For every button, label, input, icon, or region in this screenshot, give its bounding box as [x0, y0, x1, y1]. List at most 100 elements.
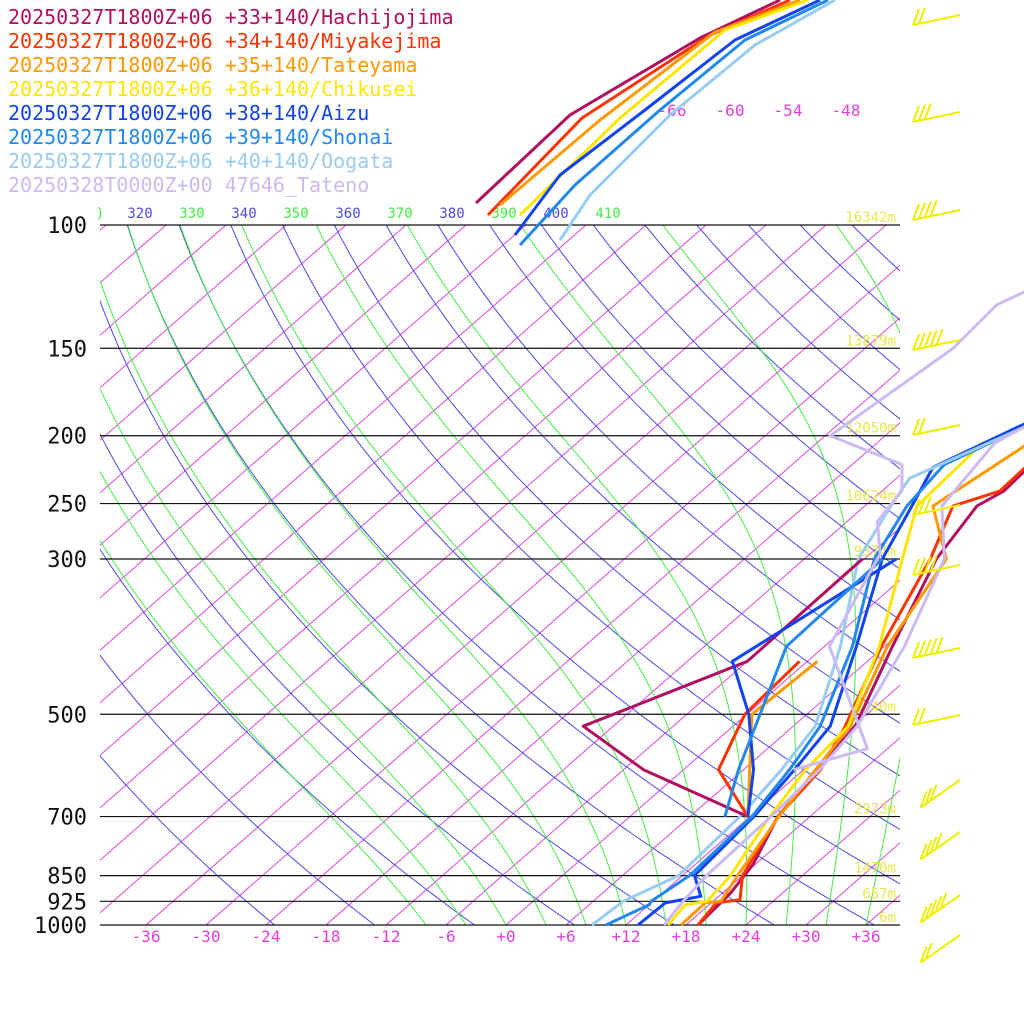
temperature-profile-line — [668, 280, 1024, 925]
isotherm-line — [0, 225, 226, 925]
temperature-tick-label: +24 — [732, 927, 761, 946]
height-label: 2973m — [854, 802, 896, 818]
isotherm-line — [0, 225, 286, 925]
pressure-level-label: 925 — [47, 890, 87, 915]
temperature-tick-label: -36 — [132, 927, 161, 946]
mixing-ratio-labels: -66-60-54-48 — [658, 101, 861, 120]
temperature-tick-label: -24 — [252, 927, 281, 946]
wind-barb — [913, 200, 960, 220]
theta-label: 350 — [283, 206, 308, 222]
temperature-tick-label: -12 — [372, 927, 401, 946]
theta-label: 320 — [127, 206, 152, 222]
isotherm-line — [26, 225, 826, 925]
moist-adiabat-line — [906, 225, 1024, 925]
isotherm-line — [986, 225, 1024, 925]
theta-label: 410 — [595, 206, 620, 222]
temperature-profile-line — [681, 268, 1024, 926]
theta-label: 360 — [335, 206, 360, 222]
pressure-level-label: 100 — [47, 214, 87, 239]
isotherm-line — [146, 225, 946, 925]
height-label: 10624m — [845, 489, 896, 505]
theta-label: 370 — [387, 206, 412, 222]
height-label: 12050m — [845, 421, 896, 437]
wind-barb — [921, 832, 960, 860]
dry-adiabat-line — [0, 209, 293, 939]
dry-adiabat-line — [276, 209, 1024, 939]
theta-label: 330 — [179, 206, 204, 222]
temperature-tick-label: +30 — [792, 927, 821, 946]
legend-entry: 20250327T1800Z+06 +36+140/Chikusei — [8, 77, 417, 101]
isotherm-line — [206, 225, 1006, 925]
moist-adiabat-line — [520, 225, 795, 925]
temperature-profiles — [476, 0, 1024, 925]
isotherm-line — [866, 225, 1024, 925]
legend-entry: 20250328T0000Z+00 47646_Tateno — [8, 173, 369, 197]
pressure-level-label: 1000 — [34, 914, 87, 939]
temperature-tick-label: +0 — [496, 927, 515, 946]
pressure-level-label: 500 — [47, 703, 87, 728]
temperature-tick-label: +6 — [556, 927, 575, 946]
isotherm-line — [0, 225, 766, 925]
wind-barb — [913, 637, 960, 658]
dry-adiabat-line — [174, 209, 902, 939]
legend-entry: 20250327T1800Z+06 +40+140/Oogata — [8, 149, 393, 173]
height-label: 16342m — [845, 210, 896, 226]
wind-barb — [913, 418, 960, 435]
wind-barb — [913, 496, 960, 514]
temperature-profile-line — [488, 0, 790, 215]
temperature-tick-label: +18 — [672, 927, 701, 946]
wind-barbs — [913, 8, 960, 963]
wind-barb — [913, 708, 960, 725]
temperature-tick-label: -6 — [436, 927, 455, 946]
dry-adiabat-line — [786, 209, 1024, 939]
temperature-profile-line — [638, 305, 1024, 925]
moist-adiabat-line — [44, 225, 506, 925]
theta-label: 340 — [231, 206, 256, 222]
dry-adiabat-line — [480, 209, 1024, 939]
mixing-ratio-label: -48 — [832, 101, 861, 120]
pressure-level-label: 850 — [47, 865, 87, 890]
wind-barb — [913, 8, 960, 25]
dry-adiabat-line — [888, 209, 1024, 939]
legend-entry: 20250327T1800Z+06 +35+140/Tateyama — [8, 53, 417, 77]
moist-adiabat-line — [128, 225, 586, 925]
dry-adiabat-line — [582, 209, 1024, 939]
legend: 20250327T1800Z+06 +33+140/Hachijojima202… — [8, 5, 454, 197]
pressure-level-label: 300 — [47, 548, 87, 573]
height-label: 1470m — [854, 861, 896, 877]
isotherm-line — [266, 225, 1024, 925]
pressure-level-label: 250 — [47, 493, 87, 518]
height-label: 6m — [879, 910, 896, 926]
wind-barb — [913, 103, 960, 121]
pressure-level-label: 200 — [47, 425, 87, 450]
wind-barb — [921, 893, 960, 923]
theta-label: 380 — [439, 206, 464, 222]
mixing-ratio-label: -54 — [774, 101, 803, 120]
isobars — [100, 225, 900, 925]
moist-adiabat-line — [663, 225, 856, 925]
temperature-axis-labels: -36 -30 -24 -18 -12 -6 +0 +6 +12 +18 +24 +30 +36 — [132, 927, 881, 946]
legend-entry: 20250327T1800Z+06 +34+140/Miyakejima — [8, 29, 441, 53]
temperature-tick-label: -18 — [312, 927, 341, 946]
height-label: 657m — [862, 886, 896, 902]
isotherm-line — [0, 225, 586, 925]
theta-label: ) — [96, 206, 104, 222]
moist-adiabat-line — [407, 225, 747, 925]
temperature-tick-label: +12 — [612, 927, 641, 946]
pressure-level-label: 150 — [47, 337, 87, 362]
wind-barb — [921, 935, 960, 963]
temperature-tick-label: +36 — [852, 927, 881, 946]
isotherm-line — [566, 225, 1024, 925]
legend-entry: 20250327T1800Z+06 +39+140/Shonai — [8, 125, 393, 149]
moist-adiabat-line — [180, 225, 626, 925]
temperature-tick-label: -30 — [192, 927, 221, 946]
isotherm-line — [926, 225, 1024, 925]
dry-adiabat-line — [990, 209, 1024, 939]
dry-adiabat-line — [531, 209, 1024, 939]
height-label: 13879m — [845, 333, 896, 349]
mixing-ratio-label: -60 — [716, 101, 745, 120]
pressure-level-label: 700 — [47, 806, 87, 831]
